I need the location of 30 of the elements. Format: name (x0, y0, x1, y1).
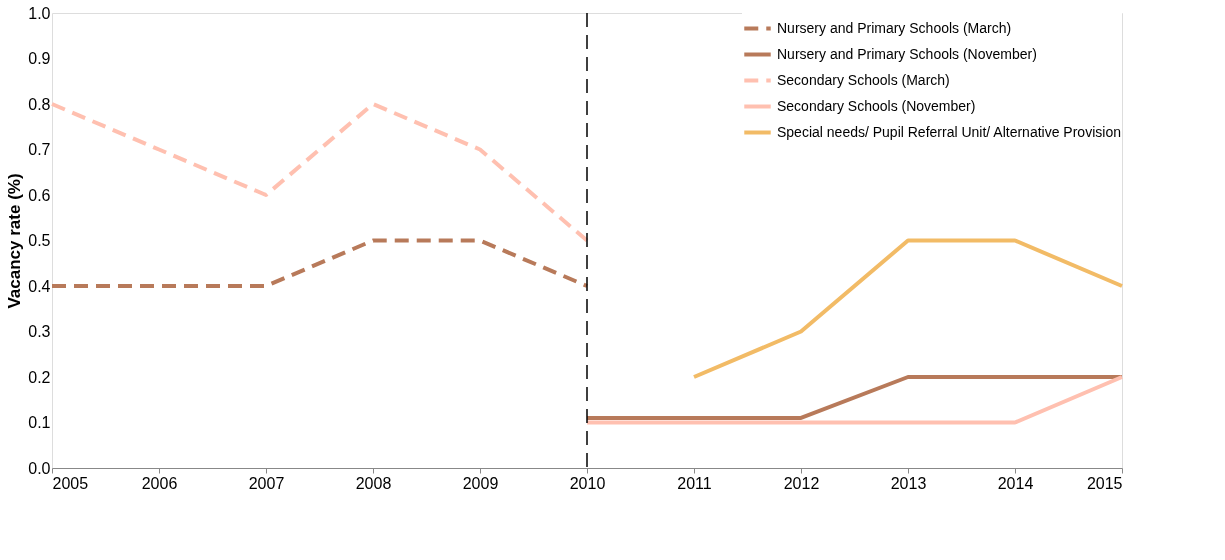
y-tick-label: 0.8 (28, 95, 51, 113)
y-tick-label: 1.0 (28, 4, 51, 22)
legend-label: Nursery and Primary Schools (November) (777, 45, 1037, 62)
y-tick-label: 0.9 (28, 50, 51, 67)
x-tick-label: 2007 (248, 474, 285, 492)
y-tick-label: 0.6 (28, 186, 51, 204)
y-tick-label: 0.7 (28, 141, 51, 158)
x-tick-label: 2008 (355, 474, 392, 492)
x-tick-label: 2014 (997, 474, 1034, 492)
x-tick-label: 2010 (569, 474, 606, 492)
x-tick-label: 2012 (783, 474, 820, 492)
line-series (692, 238, 1124, 379)
y-tick-label: 0.3 (28, 323, 51, 340)
line-series (50, 102, 589, 243)
x-tick-label: 2009 (462, 474, 499, 492)
legend-label: Secondary Schools (March) (777, 71, 950, 88)
legend-label: Special needs/ Pupil Referral Unit/ Alternative Provision (777, 123, 1121, 140)
y-tick-label: 0.0 (28, 459, 51, 477)
x-tick-label: 2005 (52, 474, 89, 492)
x-tick-label: 2011 (677, 474, 712, 492)
x-tick-label: 2015 (1086, 474, 1123, 492)
y-axis-title: Vacancy rate (%) (5, 173, 25, 309)
legend-label: Secondary Schools (November) (777, 97, 976, 114)
y-tick-label: 0.5 (28, 232, 51, 249)
x-tick-label: 2013 (890, 474, 927, 492)
x-tick-label: 2006 (141, 474, 178, 492)
y-tick-label: 0.1 (28, 414, 51, 431)
y-tick-label: 0.2 (28, 368, 51, 386)
y-tick-label: 0.4 (28, 277, 51, 295)
legend-label: Nursery and Primary Schools (March) (777, 19, 1012, 36)
